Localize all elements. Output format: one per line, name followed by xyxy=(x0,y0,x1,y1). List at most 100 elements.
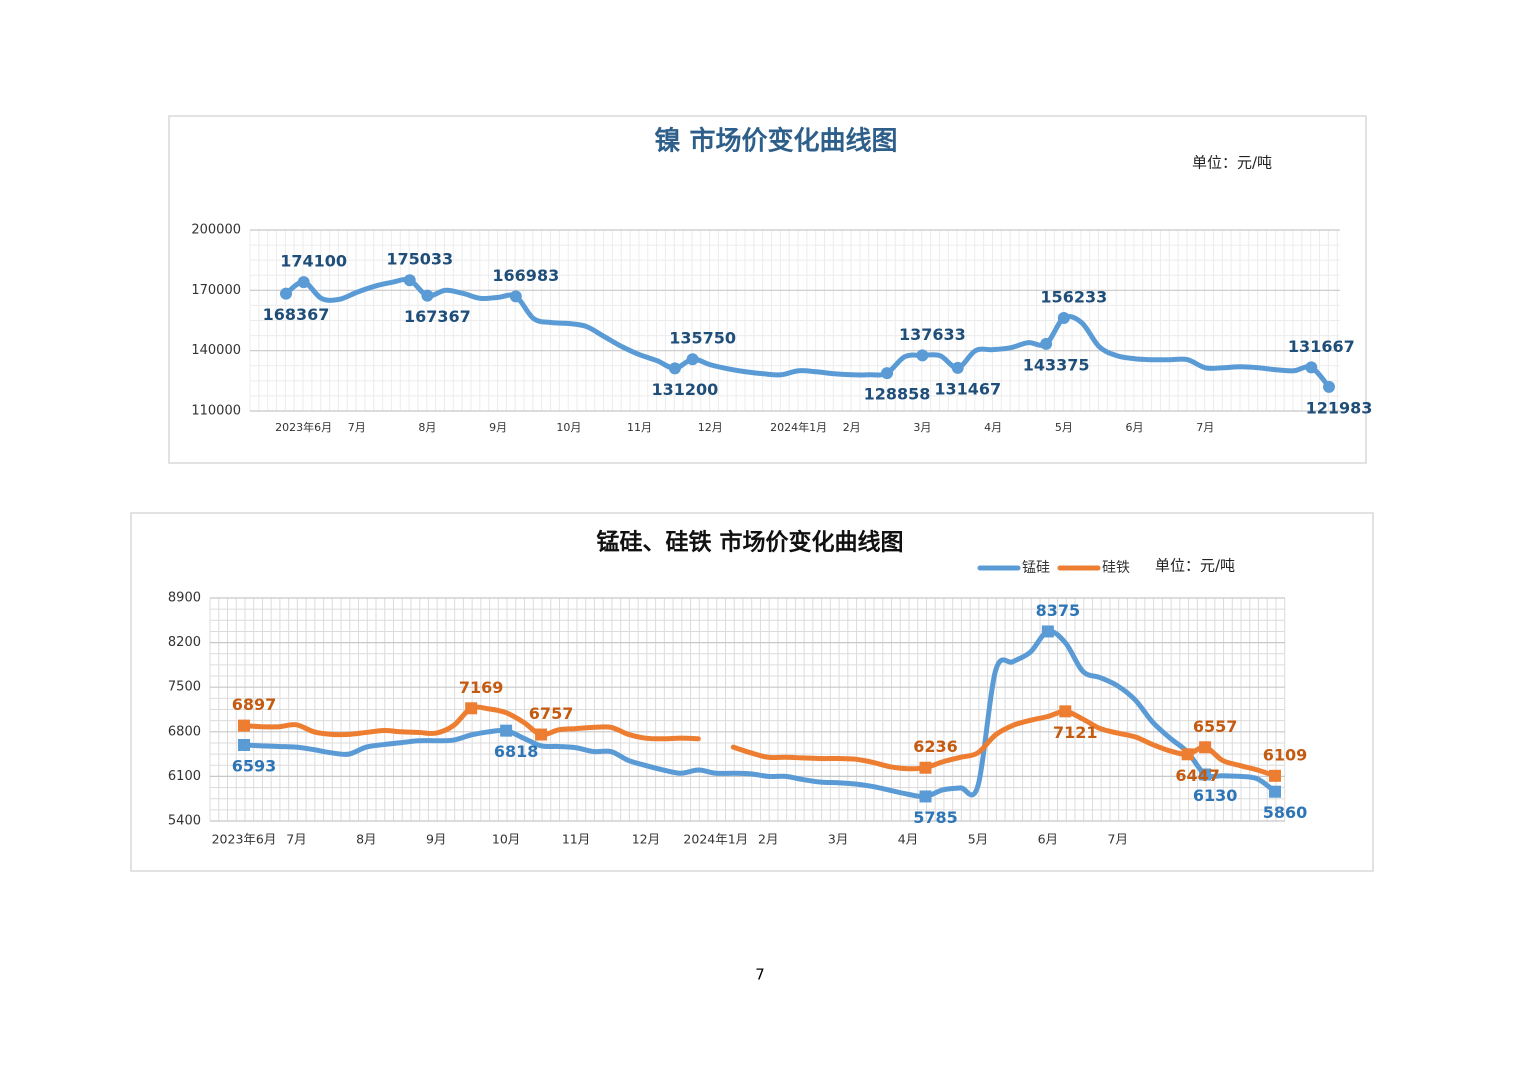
page-number: 7 xyxy=(755,966,765,984)
data-marker xyxy=(280,287,292,300)
data-marker xyxy=(1323,380,1335,393)
data-marker xyxy=(403,274,416,287)
legend-label: 硅铁 xyxy=(1102,560,1130,576)
data-marker xyxy=(881,367,894,380)
x-tick-label: 10月 xyxy=(556,421,581,434)
chart-title: 锰硅、硅铁 市场价变化曲线图 xyxy=(596,529,903,556)
data-marker xyxy=(297,276,310,289)
data-marker xyxy=(951,361,964,374)
data-marker xyxy=(421,289,434,302)
data-marker xyxy=(509,290,522,303)
data-label: 6593 xyxy=(232,756,277,775)
legend-label: 锰硅 xyxy=(1022,560,1050,576)
x-tick-label: 3月 xyxy=(828,832,848,847)
data-marker xyxy=(465,702,478,715)
data-label: 143375 xyxy=(1023,355,1090,374)
series-line xyxy=(241,628,1278,800)
data-label: 175033 xyxy=(386,250,453,269)
data-label: 121983 xyxy=(1306,398,1373,417)
data-marker xyxy=(916,349,929,362)
y-tick-label: 8900 xyxy=(168,591,201,606)
x-tick-label: 6月 xyxy=(1038,832,1058,847)
x-tick-label: 7月 xyxy=(1196,421,1214,434)
data-label: 166983 xyxy=(492,266,559,285)
data-label: 135750 xyxy=(669,329,736,348)
x-tick-label: 11月 xyxy=(562,832,590,847)
data-label: 6130 xyxy=(1193,786,1238,805)
x-tick-label: 7月 xyxy=(1108,832,1128,847)
data-label: 6897 xyxy=(232,695,277,714)
x-tick-label: 12月 xyxy=(698,421,723,434)
y-tick-label: 170000 xyxy=(191,283,241,298)
x-tick-label: 5月 xyxy=(968,832,988,847)
data-label: 131467 xyxy=(934,379,1001,398)
data-marker xyxy=(1199,741,1212,754)
data-label: 6109 xyxy=(1263,745,1308,764)
x-tick-label: 8月 xyxy=(418,421,436,434)
data-marker xyxy=(1269,769,1281,782)
data-marker xyxy=(1199,768,1212,781)
data-marker xyxy=(919,790,932,803)
x-tick-label: 9月 xyxy=(426,832,446,847)
x-tick-label: 7月 xyxy=(348,421,366,434)
unit-label: 单位：元/吨 xyxy=(1155,557,1235,575)
x-tick-label: 10月 xyxy=(492,832,520,847)
y-tick-label: 5400 xyxy=(168,814,201,829)
x-tick-label: 8月 xyxy=(356,832,376,847)
y-tick-label: 6100 xyxy=(168,769,201,784)
data-marker xyxy=(238,719,250,732)
x-tick-label: 12月 xyxy=(632,832,660,847)
data-label: 6557 xyxy=(1193,717,1238,736)
data-label: 174100 xyxy=(280,252,347,271)
data-label: 156233 xyxy=(1040,288,1107,307)
x-tick-label: 2023年6月 xyxy=(212,832,277,847)
data-label: 8375 xyxy=(1036,601,1081,620)
data-marker xyxy=(1059,705,1072,718)
series-line xyxy=(283,276,1332,390)
data-label: 7121 xyxy=(1053,723,1098,742)
y-tick-label: 6800 xyxy=(168,724,201,739)
x-tick-label: 2月 xyxy=(758,832,778,847)
data-marker xyxy=(1181,748,1194,761)
x-tick-label: 4月 xyxy=(984,421,1002,434)
x-tick-label: 2月 xyxy=(843,421,861,434)
chart-title: 镍 市场价变化曲线图 xyxy=(654,126,897,157)
data-marker xyxy=(1041,625,1054,638)
x-tick-label: 11月 xyxy=(627,421,652,434)
y-tick-label: 8200 xyxy=(168,635,201,650)
data-marker xyxy=(238,738,250,751)
data-label: 137633 xyxy=(899,325,966,344)
data-label: 5785 xyxy=(913,808,958,827)
data-marker xyxy=(1057,312,1070,325)
data-marker xyxy=(919,761,932,774)
data-marker xyxy=(686,353,699,366)
data-marker xyxy=(500,724,513,737)
data-label: 6818 xyxy=(494,742,539,761)
data-label: 131200 xyxy=(652,380,719,399)
x-tick-label: 2023年6月 xyxy=(275,420,332,434)
data-label: 6447 xyxy=(1175,766,1220,785)
x-tick-label: 2024年1月 xyxy=(683,832,748,847)
x-tick-label: 9月 xyxy=(489,421,507,434)
data-label: 7169 xyxy=(459,678,504,697)
y-tick-label: 7500 xyxy=(168,680,201,695)
data-label: 131667 xyxy=(1288,337,1355,356)
unit-label: 单位：元/吨 xyxy=(1192,154,1272,172)
x-tick-label: 6月 xyxy=(1126,421,1144,434)
data-marker xyxy=(535,728,548,741)
data-marker xyxy=(1305,361,1318,374)
data-marker xyxy=(668,362,681,375)
y-tick-label: 200000 xyxy=(191,223,241,238)
data-label: 167367 xyxy=(404,307,471,326)
x-tick-label: 4月 xyxy=(898,832,918,847)
x-tick-label: 7月 xyxy=(286,832,306,847)
data-marker xyxy=(1040,337,1053,350)
x-tick-label: 2024年1月 xyxy=(770,420,827,434)
data-label: 5860 xyxy=(1263,803,1308,822)
data-label: 6236 xyxy=(913,737,958,756)
y-tick-label: 110000 xyxy=(191,404,241,419)
x-tick-label: 3月 xyxy=(913,421,931,434)
data-marker xyxy=(1269,785,1281,798)
data-label: 168367 xyxy=(263,305,330,324)
